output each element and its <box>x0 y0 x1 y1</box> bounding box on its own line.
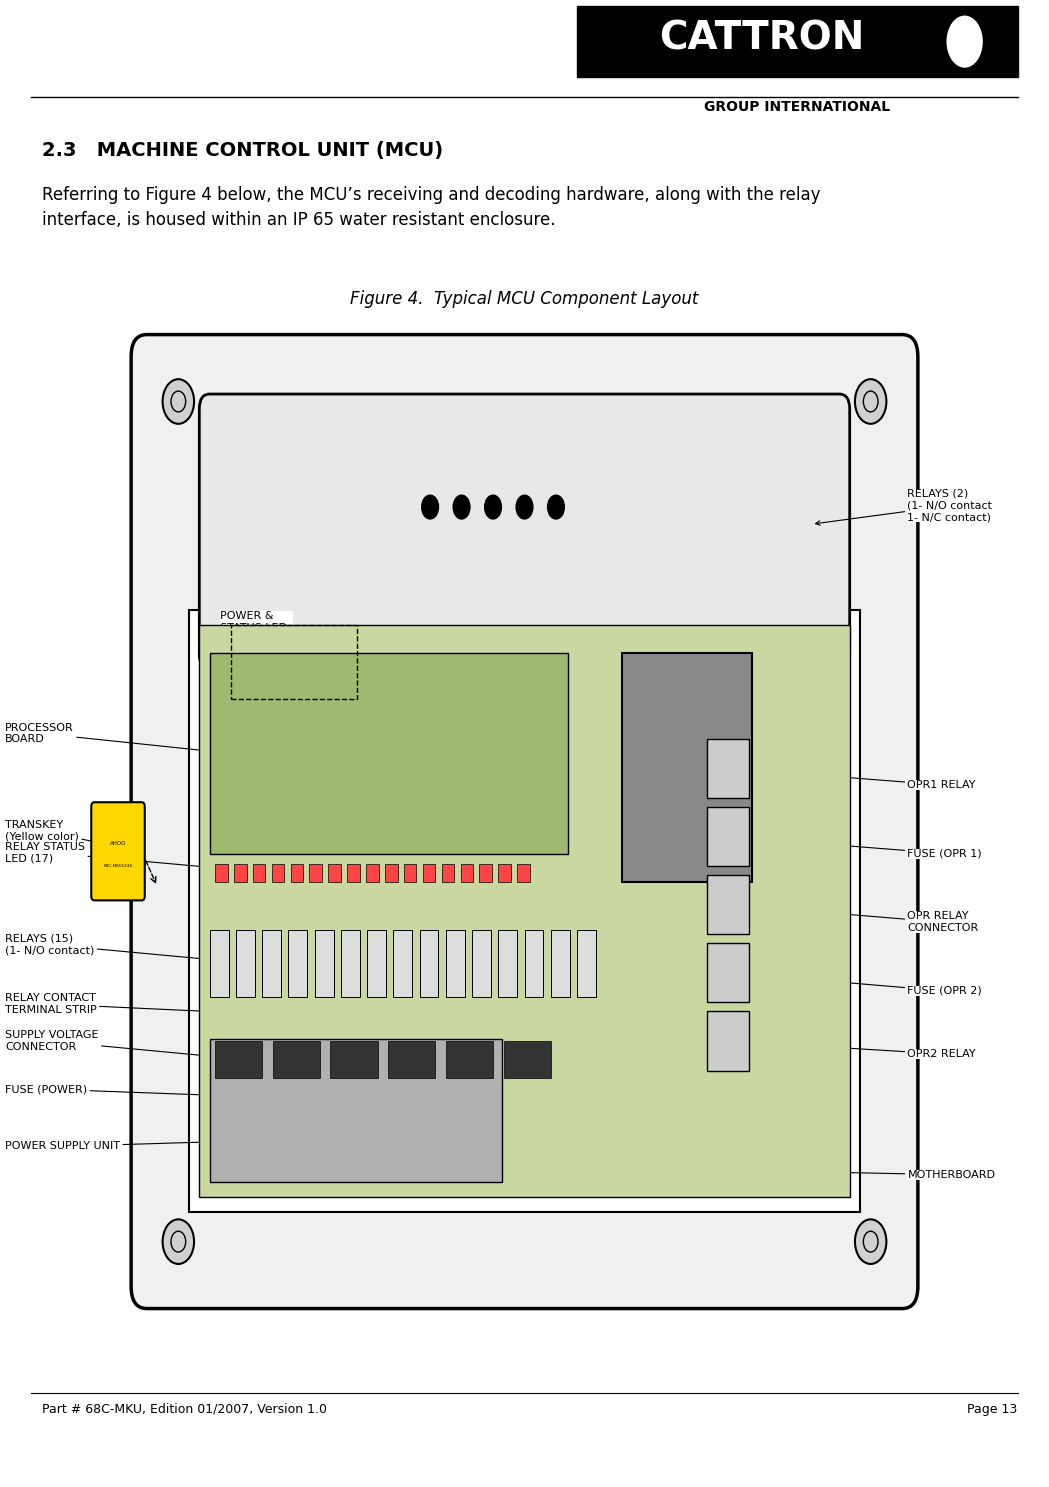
Bar <box>367 929 386 996</box>
Bar <box>404 864 416 882</box>
Text: POWER SUPPLY UNIT: POWER SUPPLY UNIT <box>5 1138 294 1151</box>
Bar <box>328 864 341 882</box>
Bar <box>504 1041 551 1078</box>
Bar <box>707 806 749 865</box>
Bar <box>210 1039 502 1182</box>
Circle shape <box>946 15 984 68</box>
Bar <box>577 929 596 996</box>
Text: Referring to Figure 4 below, the MCU’s receiving and decoding hardware, along wi: Referring to Figure 4 below, the MCU’s r… <box>42 186 820 229</box>
Text: 2.3   MACHINE CONTROL UNIT (MCU): 2.3 MACHINE CONTROL UNIT (MCU) <box>42 141 443 161</box>
Bar <box>551 929 570 996</box>
Bar <box>707 739 749 799</box>
Text: Part # 68C-MKU, Edition 01/2007, Version 1.0: Part # 68C-MKU, Edition 01/2007, Version… <box>42 1402 327 1416</box>
Text: TRANSKEY
(Yellow color): TRANSKEY (Yellow color) <box>5 819 127 851</box>
Bar <box>189 610 860 1212</box>
FancyBboxPatch shape <box>91 803 145 901</box>
Circle shape <box>163 379 194 424</box>
Text: OPR1 RELAY: OPR1 RELAY <box>731 767 976 790</box>
Bar <box>347 864 360 882</box>
Bar <box>524 929 543 996</box>
Text: PROCESSOR
BOARD: PROCESSOR BOARD <box>5 723 227 755</box>
Circle shape <box>453 495 470 519</box>
Circle shape <box>548 495 564 519</box>
Text: RF MODULE: RF MODULE <box>378 717 625 746</box>
Bar <box>262 929 281 996</box>
Bar <box>622 653 752 882</box>
Circle shape <box>855 379 886 424</box>
Text: RELAY STATUS
LED (17): RELAY STATUS LED (17) <box>5 842 206 868</box>
Bar <box>498 864 511 882</box>
Bar <box>236 929 255 996</box>
Bar <box>498 929 517 996</box>
Bar <box>366 864 379 882</box>
Bar <box>315 929 334 996</box>
Bar <box>291 864 303 882</box>
Bar <box>231 625 357 699</box>
Bar <box>199 625 850 1197</box>
Bar <box>446 929 465 996</box>
Text: Figure 4.  Typical MCU Component Layout: Figure 4. Typical MCU Component Layout <box>350 290 699 308</box>
Bar <box>309 864 322 882</box>
Bar <box>420 929 438 996</box>
Bar <box>423 864 435 882</box>
Text: OPR2 RELAY: OPR2 RELAY <box>731 1039 976 1059</box>
Bar <box>210 653 568 854</box>
Bar <box>341 929 360 996</box>
Bar <box>272 864 284 882</box>
Bar <box>234 864 247 882</box>
Circle shape <box>485 495 501 519</box>
Bar <box>707 1011 749 1071</box>
Circle shape <box>163 1219 194 1264</box>
Text: FUSE (POWER): FUSE (POWER) <box>5 1084 237 1099</box>
Bar <box>288 929 307 996</box>
Bar <box>479 864 492 882</box>
Bar <box>517 864 530 882</box>
Text: FUSE (OPR 2): FUSE (OPR 2) <box>731 971 982 996</box>
Bar <box>472 929 491 996</box>
Bar <box>210 929 229 996</box>
Bar <box>215 864 228 882</box>
Bar <box>442 864 454 882</box>
Text: OPR RELAY
CONNECTOR: OPR RELAY CONNECTOR <box>731 903 979 932</box>
Circle shape <box>855 1219 886 1264</box>
Bar <box>253 864 265 882</box>
Circle shape <box>516 495 533 519</box>
Text: 68C-MKU1234: 68C-MKU1234 <box>104 864 132 868</box>
Text: RELAY CONTACT
TERMINAL STRIP: RELAY CONTACT TERMINAL STRIP <box>5 993 206 1016</box>
Text: ®: ® <box>999 7 1010 18</box>
Text: FUSE (OPR 1): FUSE (OPR 1) <box>731 834 982 858</box>
Text: RELAYS (15)
(1- N/O contact): RELAYS (15) (1- N/O contact) <box>5 934 206 961</box>
Text: AHOO: AHOO <box>110 842 126 846</box>
Bar <box>393 929 412 996</box>
FancyBboxPatch shape <box>199 394 850 669</box>
Text: GROUP INTERNATIONAL: GROUP INTERNATIONAL <box>704 100 891 113</box>
Text: SUPPLY VOLTAGE
CONNECTOR: SUPPLY VOLTAGE CONNECTOR <box>5 1030 206 1057</box>
Bar <box>707 943 749 1002</box>
Bar <box>385 864 398 882</box>
Circle shape <box>422 495 438 519</box>
Text: Page 13: Page 13 <box>967 1402 1018 1416</box>
Bar <box>388 1041 435 1078</box>
Bar <box>215 1041 262 1078</box>
Bar <box>330 1041 378 1078</box>
Text: POWER &
STATUS LEDs: POWER & STATUS LEDs <box>220 611 293 644</box>
Bar <box>707 874 749 934</box>
FancyBboxPatch shape <box>131 335 918 1309</box>
FancyBboxPatch shape <box>577 6 1018 77</box>
Text: RELAYS (2)
(1- N/O contact
1- N/C contact): RELAYS (2) (1- N/O contact 1- N/C contac… <box>815 489 992 525</box>
Text: MOTHERBOARD: MOTHERBOARD <box>594 1166 996 1179</box>
Bar <box>446 1041 493 1078</box>
Text: CATTRON: CATTRON <box>660 19 864 57</box>
Bar <box>273 1041 320 1078</box>
Bar <box>461 864 473 882</box>
